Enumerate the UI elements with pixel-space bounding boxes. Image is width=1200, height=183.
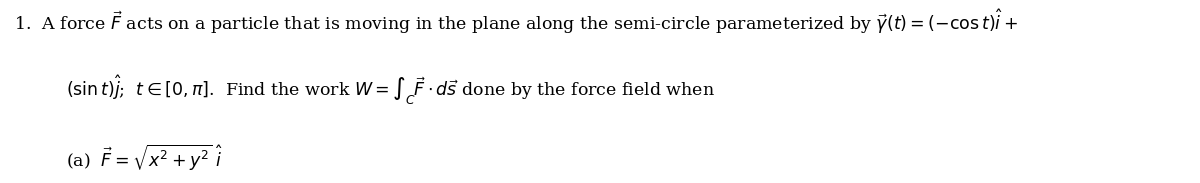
Text: (a)  $\vec{F} = \sqrt{x^2 + y^2}\; \hat{i}$: (a) $\vec{F} = \sqrt{x^2 + y^2}\; \hat{i… (66, 143, 223, 173)
Text: 1.  A force $\vec{F}$ acts on a particle that is moving in the plane along the s: 1. A force $\vec{F}$ acts on a particle … (14, 7, 1019, 36)
Text: $(\sin t)\hat{j}$;  $t \in [0, \pi]$.  Find the work $W = \int_C \vec{F} \cdot d: $(\sin t)\hat{j}$; $t \in [0, \pi]$. Fin… (66, 73, 715, 107)
